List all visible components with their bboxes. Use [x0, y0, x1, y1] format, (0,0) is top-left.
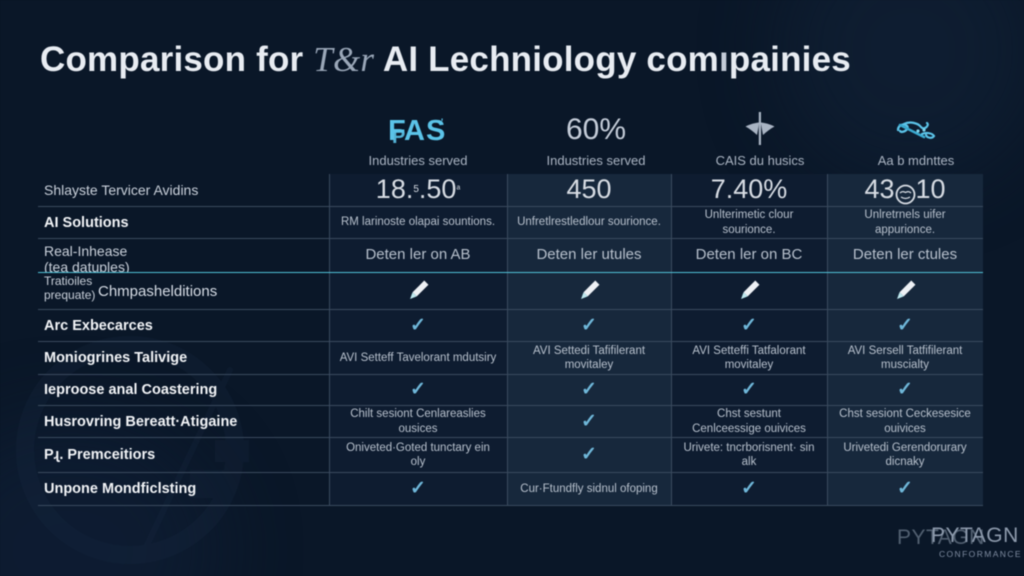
svg-text:A: A [404, 115, 425, 147]
svg-text:': ' [441, 117, 443, 127]
